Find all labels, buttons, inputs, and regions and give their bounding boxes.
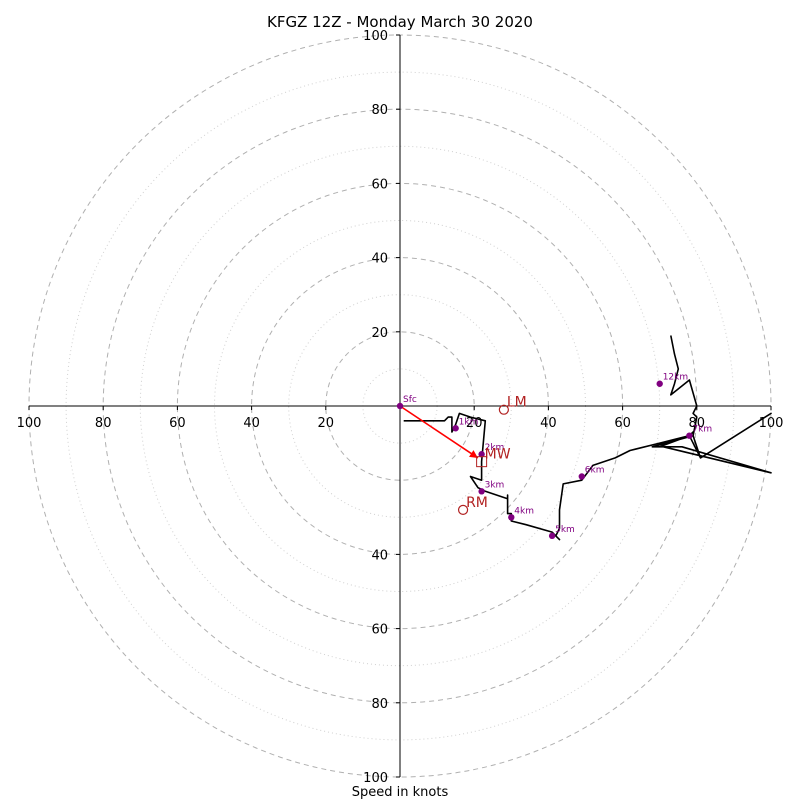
tick-label: 100	[363, 771, 388, 786]
chart-title: KFGZ 12Z - Monday March 30 2020	[267, 13, 533, 31]
tick-label: 100	[363, 29, 388, 44]
tick-label: 80	[95, 416, 112, 431]
shear-line	[399, 405, 479, 459]
height-marker-dot	[686, 432, 693, 439]
tick-label: 40	[540, 416, 557, 431]
height-marker-dot	[548, 532, 556, 540]
storm-motion-marker	[476, 456, 488, 468]
height-marker: 3km	[478, 480, 505, 495]
height-marker: 1km	[452, 417, 479, 432]
storm-motion: LM	[498, 395, 527, 415]
storm-motion: RM	[457, 495, 488, 515]
height-marker-label: 3km	[485, 480, 505, 490]
height-marker-dot	[578, 473, 585, 480]
height-marker-dot	[478, 451, 485, 458]
tick-label: 60	[169, 416, 186, 431]
height-marker-dot	[452, 425, 459, 432]
height-marker: 12km	[656, 373, 688, 387]
height-marker: Sfc	[396, 395, 417, 410]
storm-motion: MW	[476, 447, 511, 468]
tick-label: 40	[243, 416, 260, 431]
height-marker-label: 2km	[485, 443, 505, 453]
tick-label: 20	[318, 416, 335, 431]
storm-motion-label: RM	[466, 495, 488, 511]
wind-profile	[403, 335, 772, 541]
storm-motion-marker	[457, 504, 469, 515]
shear-arrowhead	[469, 450, 478, 458]
height-marker: 4km	[508, 506, 534, 521]
tick-label: 100	[17, 416, 42, 431]
height-marker: 5km	[548, 525, 575, 540]
height-marker-label: 6km	[585, 465, 605, 475]
tick-label: 60	[371, 623, 388, 638]
profile-line	[403, 335, 772, 541]
shear-vector	[399, 405, 479, 459]
height-marker-label: 1km	[459, 417, 479, 427]
tick-label: 40	[371, 548, 388, 563]
tick-label: 60	[614, 416, 631, 431]
storm-motion-label: MW	[485, 447, 511, 463]
storm-motion-label: LM	[507, 395, 527, 411]
height-marker-label: 12km	[663, 373, 688, 383]
height-markers: Sfc 1km 2km 3km 4km 5km 6km 7km 12km	[396, 373, 712, 540]
tick-label: 80	[689, 416, 706, 431]
height-marker-dot	[478, 488, 485, 495]
storm-motions: LM MW RM	[457, 395, 527, 515]
height-marker-dot	[656, 380, 663, 387]
tick-label: 40	[371, 252, 388, 267]
height-marker-label: 5km	[555, 525, 575, 535]
tick-label: 20	[371, 326, 388, 341]
height-marker-label: Sfc	[403, 395, 417, 405]
height-marker-dot	[396, 402, 404, 410]
height-marker: 2km	[478, 443, 505, 458]
height-marker-label: 7km	[692, 425, 712, 435]
tick-label: 100	[759, 416, 784, 431]
height-marker: 7km	[686, 425, 712, 439]
tick-label: 60	[371, 177, 388, 192]
height-marker-dot	[508, 514, 515, 521]
tick-label: 80	[371, 103, 388, 118]
x-axis-label: Speed in knots	[352, 785, 449, 800]
storm-motion-marker	[498, 404, 509, 415]
tick-label: 80	[371, 697, 388, 712]
height-marker: 6km	[578, 465, 605, 480]
height-marker-label: 4km	[514, 506, 534, 516]
